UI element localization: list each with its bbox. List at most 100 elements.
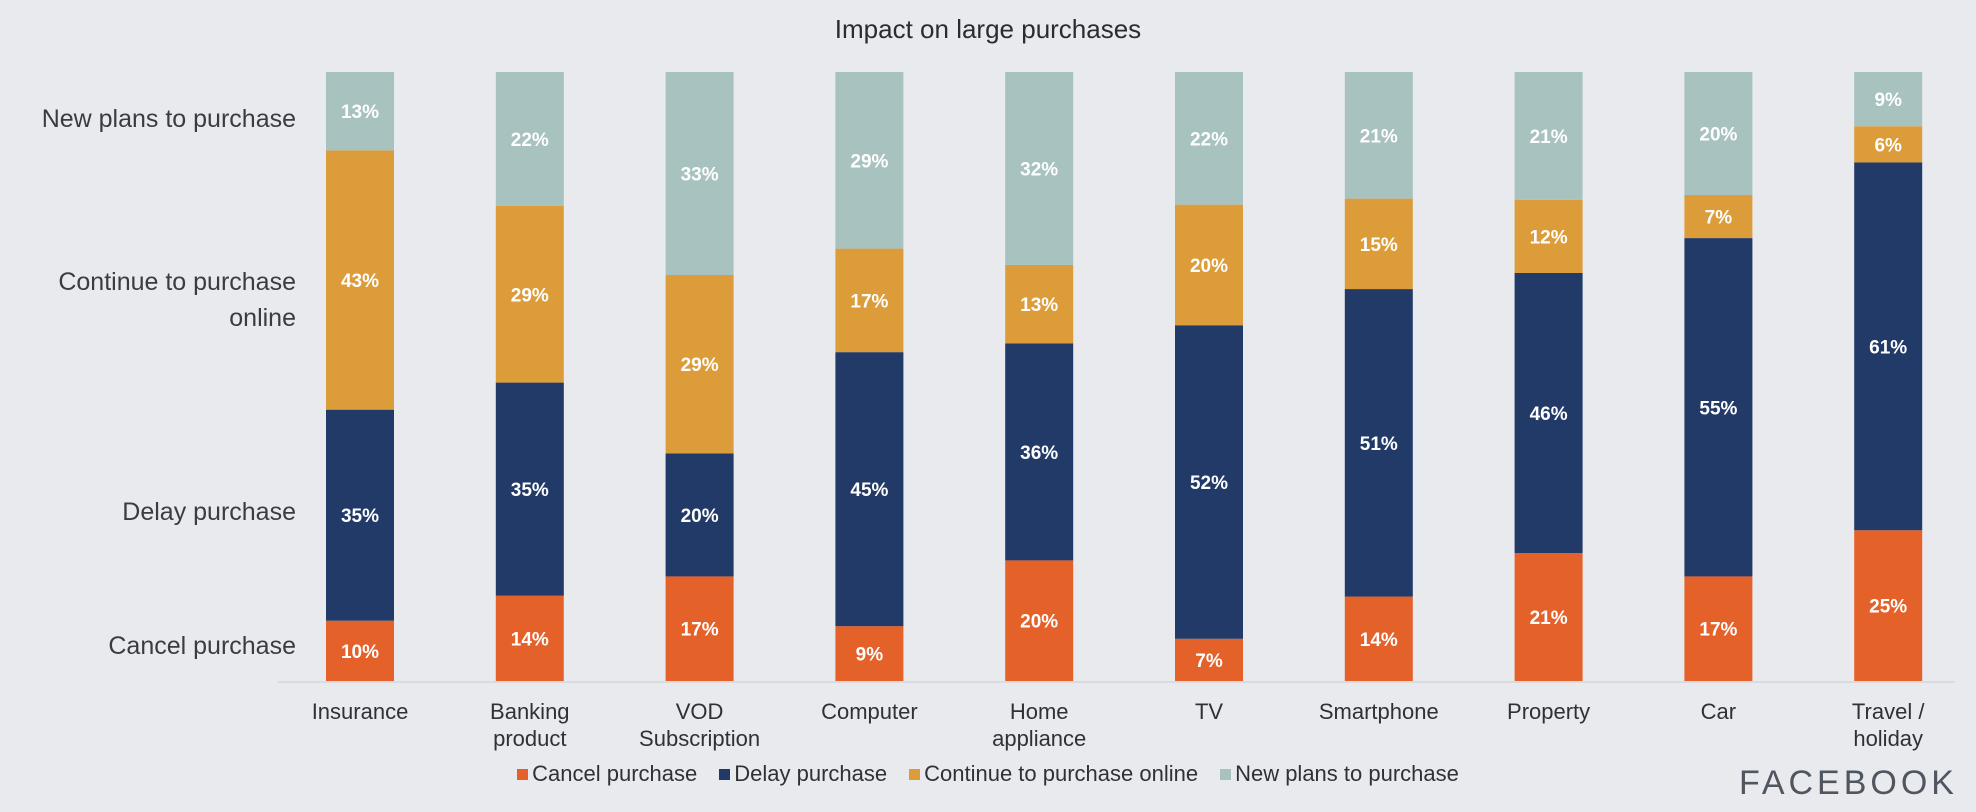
legend-item-cancel: Cancel purchase (517, 761, 697, 787)
legend-swatch-continue (909, 768, 921, 780)
legend-label-continue: Continue to purchase online (924, 761, 1199, 786)
legend-swatch-new-plans (1220, 768, 1232, 780)
x-tick-label-travel-holiday: Travel / holiday (1852, 699, 1925, 751)
bar-vod-subscription-new-plans-to-purchase (665, 72, 734, 275)
bar-travel-holiday-delay-purchase (1854, 162, 1923, 531)
data-label-insurance-new-plans-to-purchase: 13% (341, 102, 379, 123)
data-label-smartphone-delay-purchase: 51% (1360, 434, 1398, 455)
legend-item-continue: Continue to purchase online (909, 761, 1198, 787)
bar-tv-cancel-purchase (1175, 638, 1243, 681)
bar-home-appliance-delay-purchase (1005, 343, 1074, 561)
bar-computer-new-plans-to-purchase (835, 72, 904, 249)
bar-insurance-continue-to-purchase-online (326, 150, 394, 410)
data-label-banking-product-delay-purchase: 35% (511, 480, 549, 501)
data-label-banking-product-cancel-purchase: 14% (511, 629, 549, 650)
data-label-property-new-plans-to-purchase: 21% (1530, 127, 1568, 148)
data-label-insurance-continue-to-purchase-online: 43% (341, 271, 379, 292)
bar-travel-holiday-continue-to-purchase-online (1854, 126, 1923, 163)
bar-home-appliance-cancel-purchase (1005, 560, 1074, 681)
legend-swatch-delay (719, 768, 731, 780)
side-label-cancel: Cancel purchase (108, 632, 296, 660)
bar-vod-subscription-continue-to-purchase-online (665, 275, 734, 454)
data-label-property-cancel-purchase: 21% (1530, 608, 1568, 629)
data-label-travel-holiday-cancel-purchase: 25% (1869, 597, 1907, 618)
data-label-home-appliance-continue-to-purchase-online: 13% (1020, 295, 1058, 316)
data-label-smartphone-new-plans-to-purchase: 21% (1360, 126, 1398, 147)
data-label-computer-continue-to-purchase-online: 17% (850, 291, 888, 312)
bar-computer-delay-purchase (835, 352, 904, 627)
legend-label-new-plans: New plans to purchase (1235, 761, 1459, 786)
data-label-insurance-cancel-purchase: 10% (341, 642, 379, 663)
data-label-tv-new-plans-to-purchase: 22% (1190, 129, 1228, 150)
data-label-vod-subscription-cancel-purchase: 17% (681, 620, 719, 641)
bar-banking-product-new-plans-to-purchase (495, 72, 564, 206)
x-tick-label-car: Car (1701, 699, 1736, 724)
bar-smartphone-new-plans-to-purchase (1344, 72, 1413, 199)
data-label-banking-product-new-plans-to-purchase: 22% (511, 130, 549, 151)
bar-property-continue-to-purchase-online (1514, 199, 1583, 273)
bar-insurance-delay-purchase (326, 409, 394, 621)
data-label-car-delay-purchase: 55% (1699, 398, 1737, 419)
data-label-smartphone-continue-to-purchase-online: 15% (1360, 235, 1398, 256)
legend-label-delay: Delay purchase (734, 761, 888, 786)
x-tick-label-smartphone: Smartphone (1319, 699, 1439, 724)
bar-smartphone-delay-purchase (1344, 289, 1413, 597)
bar-car-delay-purchase (1684, 238, 1753, 577)
data-label-computer-cancel-purchase: 9% (856, 645, 884, 666)
side-label-new-plans: New plans to purchase (41, 105, 296, 133)
x-tick-label-property: Property (1507, 699, 1590, 724)
bar-tv-new-plans-to-purchase (1175, 72, 1243, 205)
data-label-travel-holiday-continue-to-purchase-online: 6% (1874, 135, 1902, 156)
bar-vod-subscription-delay-purchase (665, 453, 734, 577)
data-label-home-appliance-new-plans-to-purchase: 32% (1020, 159, 1058, 180)
bar-home-appliance-new-plans-to-purchase (1005, 72, 1074, 265)
x-tick-label-insurance: Insurance (312, 699, 409, 724)
data-label-tv-cancel-purchase: 7% (1195, 651, 1223, 672)
bar-smartphone-cancel-purchase (1344, 596, 1413, 681)
data-label-insurance-delay-purchase: 35% (341, 506, 379, 527)
bar-tv-delay-purchase (1175, 325, 1243, 639)
bar-tv-continue-to-purchase-online (1175, 204, 1243, 326)
data-label-vod-subscription-continue-to-purchase-online: 29% (681, 355, 719, 376)
data-label-home-appliance-cancel-purchase: 20% (1020, 612, 1058, 633)
bar-banking-product-delay-purchase (495, 382, 564, 596)
data-label-travel-holiday-delay-purchase: 61% (1869, 337, 1907, 358)
data-label-computer-delay-purchase: 45% (850, 480, 888, 501)
data-label-tv-continue-to-purchase-online: 20% (1190, 256, 1228, 277)
bar-banking-product-continue-to-purchase-online (495, 205, 564, 383)
x-tick-label-home-appliance: Home appliance (992, 699, 1086, 751)
bar-property-cancel-purchase (1514, 553, 1583, 681)
bar-insurance-cancel-purchase (326, 620, 394, 681)
side-label-continue-online: Continue to purchase online (58, 268, 296, 332)
x-tick-label-tv: TV (1195, 699, 1223, 724)
bar-property-new-plans-to-purchase (1514, 72, 1583, 200)
bar-smartphone-continue-to-purchase-online (1344, 198, 1413, 290)
bar-car-cancel-purchase (1684, 576, 1753, 681)
data-label-property-continue-to-purchase-online: 12% (1530, 227, 1568, 248)
bar-travel-holiday-cancel-purchase (1854, 530, 1923, 681)
data-label-vod-subscription-delay-purchase: 20% (681, 506, 719, 527)
bar-home-appliance-continue-to-purchase-online (1005, 264, 1074, 344)
data-label-vod-subscription-new-plans-to-purchase: 33% (681, 165, 719, 186)
legend-swatch-cancel (517, 768, 529, 780)
data-label-smartphone-cancel-purchase: 14% (1360, 630, 1398, 651)
data-label-travel-holiday-new-plans-to-purchase: 9% (1874, 90, 1902, 111)
facebook-logo: FACEBOOK (1738, 764, 1958, 802)
side-label-delay: Delay purchase (122, 498, 296, 526)
x-tick-label-vod-subscription: VOD Subscription (639, 699, 760, 751)
data-label-property-delay-purchase: 46% (1530, 404, 1568, 425)
bar-car-continue-to-purchase-online (1684, 195, 1753, 239)
data-label-home-appliance-delay-purchase: 36% (1020, 443, 1058, 464)
bar-travel-holiday-new-plans-to-purchase (1854, 72, 1923, 127)
data-label-car-continue-to-purchase-online: 7% (1705, 208, 1733, 229)
bar-insurance-new-plans-to-purchase (326, 72, 394, 151)
bar-computer-continue-to-purchase-online (835, 248, 904, 353)
bar-banking-product-cancel-purchase (495, 595, 564, 681)
legend-label-cancel: Cancel purchase (532, 761, 698, 786)
bar-computer-cancel-purchase (835, 626, 904, 681)
bar-property-delay-purchase (1514, 272, 1583, 554)
data-label-car-cancel-purchase: 17% (1699, 620, 1737, 641)
data-label-banking-product-continue-to-purchase-online: 29% (511, 285, 549, 306)
